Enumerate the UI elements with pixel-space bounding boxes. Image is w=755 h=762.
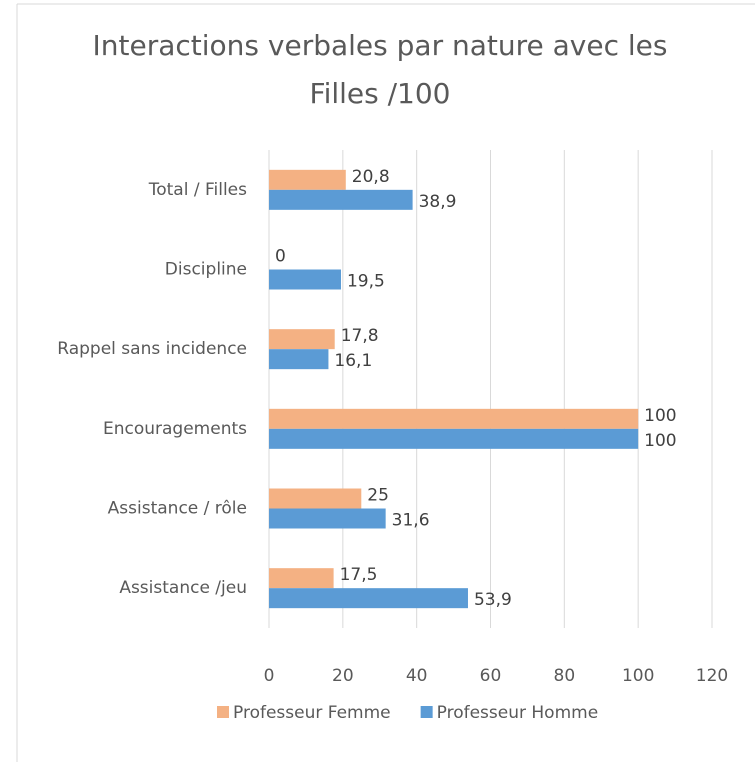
bar	[269, 568, 334, 589]
y-tick-label: Rappel sans incidence	[57, 339, 247, 359]
bar	[269, 508, 386, 529]
y-tick-label: Total / Filles	[148, 180, 247, 200]
data-label: 25	[367, 486, 389, 506]
y-tick-label: Assistance / rôle	[108, 499, 247, 519]
data-label: 17,8	[341, 326, 379, 346]
data-label: 0	[275, 247, 286, 267]
bar	[269, 189, 413, 210]
bar	[269, 349, 329, 370]
data-label: 38,9	[419, 192, 457, 212]
legend-swatch	[217, 706, 229, 718]
bar	[269, 488, 362, 509]
data-label: 100	[644, 431, 676, 451]
bar	[269, 169, 346, 190]
data-label: 17,5	[340, 565, 378, 585]
bar	[269, 329, 335, 350]
bar	[269, 588, 468, 609]
x-tick-label: 60	[480, 666, 502, 686]
x-tick-label: 100	[622, 666, 654, 686]
data-label: 20,8	[352, 167, 390, 187]
x-tick-label: 120	[696, 666, 728, 686]
legend-label: Professeur Femme	[233, 703, 391, 723]
data-label: 16,1	[334, 351, 372, 371]
data-label: 53,9	[474, 590, 512, 610]
data-label: 31,6	[392, 511, 430, 531]
x-tick-label: 0	[264, 666, 275, 686]
legend-swatch	[420, 706, 433, 718]
bar	[269, 428, 639, 449]
legend-label: Professeur Homme	[437, 703, 599, 723]
x-tick-label: 40	[406, 666, 428, 686]
y-tick-label: Discipline	[165, 260, 247, 280]
data-label: 100	[644, 406, 676, 426]
y-tick-label: Assistance /jeu	[119, 578, 247, 598]
x-tick-label: 80	[554, 666, 576, 686]
y-tick-label: Encouragements	[103, 419, 247, 439]
bar	[269, 269, 341, 290]
x-tick-label: 20	[332, 666, 354, 686]
chart-title: Interactions verbales par nature avec le…	[92, 29, 668, 110]
bar	[269, 408, 639, 429]
data-label: 19,5	[347, 272, 385, 292]
